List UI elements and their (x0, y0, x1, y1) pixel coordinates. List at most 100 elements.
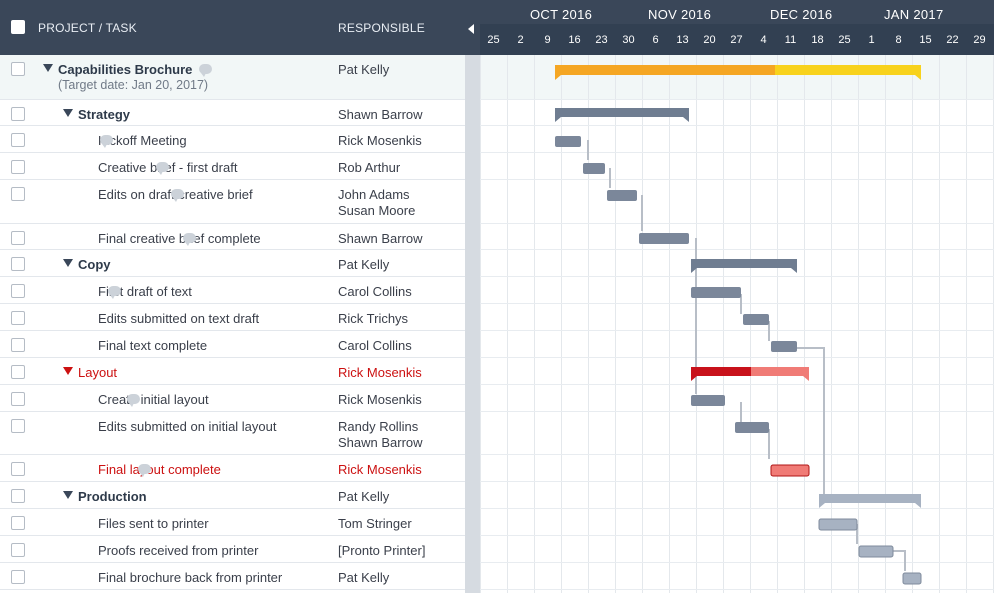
responsible-name[interactable]: Rick Mosenkis (338, 462, 422, 477)
responsible-name[interactable]: Tom Stringer (338, 516, 412, 531)
row-checkbox[interactable] (11, 187, 25, 201)
task-row[interactable]: Final layout complete Rick Mosenkis (0, 455, 465, 482)
expand-collapse-icon[interactable] (63, 109, 73, 117)
comment-icon[interactable] (156, 162, 169, 175)
task-name[interactable]: Create initial layout (98, 392, 209, 407)
task-row[interactable]: Edits on draft creative brief John Adams S… (0, 180, 465, 224)
responsible-name[interactable]: Rob Arthur (338, 160, 401, 175)
pane-splitter[interactable] (465, 0, 480, 593)
row-checkbox[interactable] (11, 62, 25, 76)
bar-end-cap[interactable] (803, 376, 809, 381)
task-row[interactable]: Files sent to printer Tom Stringer (0, 509, 465, 536)
task-name[interactable]: First draft of text (98, 284, 192, 299)
edits-layout-task-bar[interactable] (735, 422, 769, 433)
row-checkbox[interactable] (11, 462, 25, 476)
row-checkbox[interactable] (11, 392, 25, 406)
files-to-printer-task-bar[interactable] (818, 518, 858, 531)
creative-brief-draft-task-bar[interactable] (583, 163, 605, 174)
row-checkbox[interactable] (11, 338, 25, 352)
task-name[interactable]: Production (78, 489, 147, 504)
responsible-name[interactable]: Rick Trichys (338, 311, 409, 326)
task-name[interactable]: Capabilities Brochure (58, 62, 193, 77)
final-brochure-task-bar[interactable] (902, 572, 922, 585)
bar-end-cap[interactable] (915, 75, 921, 80)
bar-end-cap[interactable] (555, 117, 561, 122)
responsible-name[interactable]: Shawn Barrow (338, 107, 423, 122)
kickoff-task-bar[interactable] (555, 136, 581, 147)
layout-group-bar[interactable] (691, 367, 751, 376)
row-checkbox[interactable] (11, 257, 25, 271)
task-row[interactable]: Final creative brief complete Shawn Barro… (0, 224, 465, 250)
responsible-name[interactable]: Rick Mosenkis (338, 392, 422, 407)
expand-collapse-icon[interactable] (63, 491, 73, 499)
row-checkbox[interactable] (11, 160, 25, 174)
task-name[interactable]: Final text complete (98, 338, 208, 353)
task-name[interactable]: Final brochure back from printer (98, 570, 283, 585)
collapse-left-arrow-icon[interactable] (468, 24, 474, 34)
comment-icon[interactable] (138, 464, 151, 477)
task-row[interactable]: First draft of text Carol Collins (0, 277, 465, 304)
comment-icon[interactable] (100, 135, 113, 148)
final-creative-brief-task-bar[interactable] (639, 233, 689, 244)
responsible-name[interactable]: Pat Kelly (338, 489, 390, 504)
task-row[interactable]: Edits submitted on text draft Rick Trichy… (0, 304, 465, 331)
responsible-name[interactable]: Rick Mosenkis (338, 133, 422, 148)
responsible-name[interactable]: Pat Kelly (338, 257, 390, 272)
comment-icon[interactable] (108, 286, 121, 299)
bar-end-cap[interactable] (791, 268, 797, 273)
task-group-row[interactable]: Strategy Shawn Barrow (0, 100, 465, 126)
task-row[interactable]: Final brochure back from printer Pat Kell… (0, 563, 465, 590)
task-group-row[interactable]: Copy Pat Kelly (0, 250, 465, 277)
responsible-name[interactable]: John Adams (338, 187, 410, 202)
bar-end-cap[interactable] (555, 75, 561, 80)
task-name[interactable]: Proofs received from printer (98, 543, 259, 558)
task-row[interactable]: Proofs received from printer [Pronto Prin… (0, 536, 465, 563)
row-checkbox[interactable] (11, 419, 25, 433)
responsible-column-header[interactable]: RESPONSIBLE (338, 21, 425, 35)
task-row[interactable]: Create initial layout Rick Mosenkis (0, 385, 465, 412)
bar-end-cap[interactable] (819, 503, 825, 508)
bar-end-cap[interactable] (683, 117, 689, 122)
row-checkbox[interactable] (11, 516, 25, 530)
row-checkbox[interactable] (11, 133, 25, 147)
comment-icon[interactable] (171, 189, 184, 202)
task-name[interactable]: Files sent to printer (98, 516, 209, 531)
responsible-name[interactable]: Randy Rollins (338, 419, 419, 434)
responsible-name[interactable]: Shawn Barrow (338, 435, 423, 450)
select-all-checkbox[interactable] (11, 20, 25, 34)
row-checkbox[interactable] (11, 543, 25, 557)
row-checkbox[interactable] (11, 311, 25, 325)
project-summary-bar[interactable] (555, 65, 775, 75)
task-name[interactable]: Strategy (78, 107, 131, 122)
final-text-task-bar[interactable] (771, 341, 797, 352)
task-group-row[interactable]: Production Pat Kelly (0, 482, 465, 509)
task-name[interactable]: Layout (78, 365, 118, 380)
edits-creative-brief-task-bar[interactable] (607, 190, 637, 201)
responsible-name[interactable]: Carol Collins (338, 284, 412, 299)
expand-collapse-icon[interactable] (63, 259, 73, 267)
row-checkbox[interactable] (11, 570, 25, 584)
row-checkbox[interactable] (11, 365, 25, 379)
proofs-received-task-bar[interactable] (858, 545, 894, 558)
create-layout-task-bar[interactable] (691, 395, 725, 406)
responsible-name[interactable]: [Pronto Printer] (338, 543, 426, 558)
expand-collapse-icon[interactable] (63, 367, 73, 375)
responsible-name[interactable]: Pat Kelly (338, 570, 390, 585)
final-layout-task-bar[interactable] (770, 464, 810, 477)
responsible-name[interactable]: Carol Collins (338, 338, 412, 353)
task-row[interactable]: Kickoff Meeting Rick Mosenkis (0, 126, 465, 153)
first-draft-text-task-bar[interactable] (691, 287, 741, 298)
row-checkbox[interactable] (11, 489, 25, 503)
layout-group-bar-remaining[interactable] (751, 367, 809, 376)
task-name[interactable]: Final layout complete (98, 462, 221, 477)
task-name[interactable]: Edits submitted on text draft (98, 311, 260, 326)
task-row[interactable]: Edits submitted on initial layout Randy R… (0, 412, 465, 455)
strategy-group-bar[interactable] (555, 108, 689, 117)
expand-collapse-icon[interactable] (43, 64, 53, 72)
task-name[interactable]: Copy (78, 257, 111, 272)
responsible-name[interactable]: Shawn Barrow (338, 231, 423, 246)
responsible-name[interactable]: Susan Moore (338, 203, 416, 218)
task-name[interactable]: Final creative brief complete (98, 231, 261, 246)
row-checkbox[interactable] (11, 107, 25, 121)
